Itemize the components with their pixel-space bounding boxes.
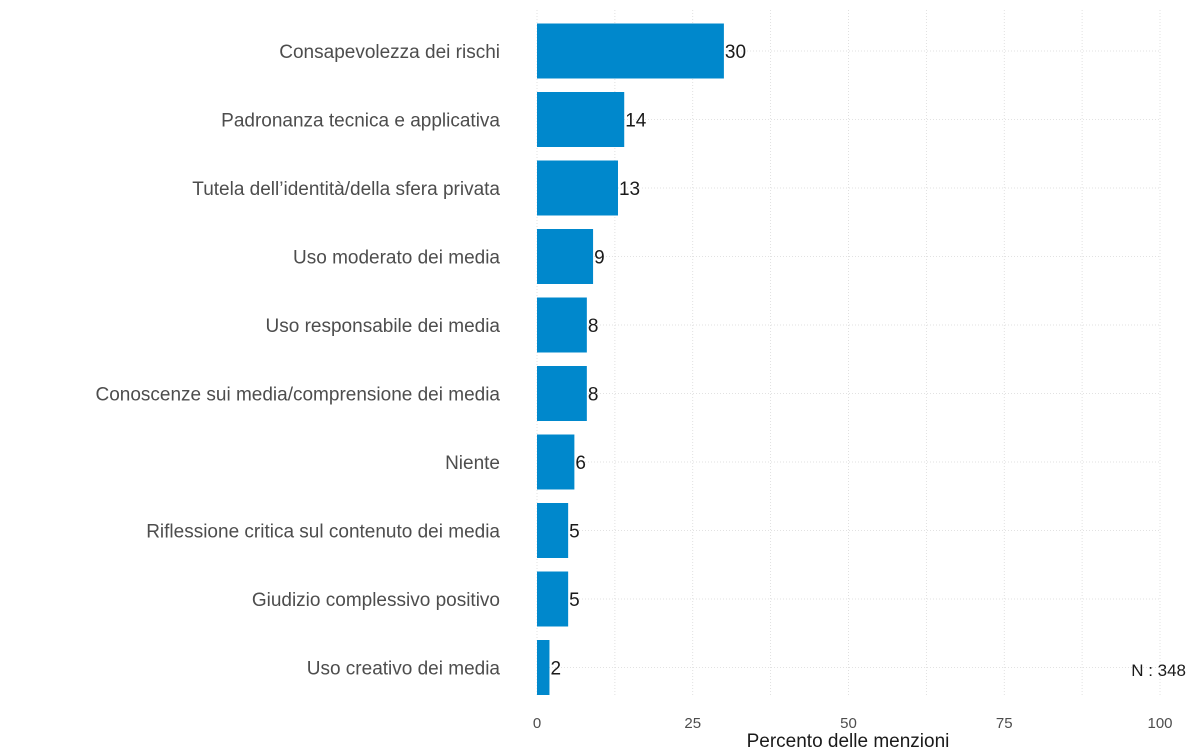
x-tick-labels: 0 25 50 75 100 <box>533 715 1173 732</box>
category-label-7: Riflessione critica sul contenuto dei me… <box>146 522 500 543</box>
bar-1 <box>537 92 625 147</box>
category-label-5: Conoscenze sui media/comprensione dei me… <box>95 385 500 406</box>
category-label-4: Uso responsabile dei media <box>266 316 501 337</box>
bars <box>537 23 724 695</box>
category-label-6: Niente <box>445 453 500 474</box>
bar-2 <box>537 160 618 216</box>
value-label-5: 8 <box>588 385 599 406</box>
category-label-3: Uso moderato dei media <box>293 248 500 269</box>
value-label-3: 9 <box>594 248 605 269</box>
category-label-9: Uso creativo dei media <box>307 659 501 680</box>
value-label-4: 8 <box>588 316 599 337</box>
value-label-6: 6 <box>575 453 586 474</box>
x-tick-label-2: 50 <box>840 715 857 732</box>
category-label-8: Giudizio complessivo positivo <box>252 590 500 611</box>
bar-8 <box>537 571 569 627</box>
bar-6 <box>537 434 575 490</box>
value-labels: 30 14 13 9 8 8 6 5 5 2 <box>550 42 746 680</box>
category-label-1: Padronanza tecnica e applicativa <box>221 111 500 132</box>
grid-lines <box>536 10 1161 695</box>
x-tick-label-3: 75 <box>996 715 1013 732</box>
x-tick-label-4: 100 <box>1147 715 1172 732</box>
bar-3 <box>537 229 594 284</box>
bar-9 <box>537 640 550 695</box>
category-labels: Consapevolezza dei rischi Padronanza tecn… <box>95 42 500 680</box>
value-label-2: 13 <box>619 179 640 200</box>
value-label-0: 30 <box>725 42 746 63</box>
bar-7 <box>537 503 569 558</box>
category-label-2: Tutela dell’identità/della sfera privata <box>192 179 500 200</box>
value-label-8: 5 <box>569 590 580 611</box>
x-tick-label-1: 25 <box>684 715 701 732</box>
value-label-9: 2 <box>550 659 561 680</box>
x-tick-label-0: 0 <box>533 715 541 732</box>
bar-4 <box>537 297 587 353</box>
bar-0 <box>537 23 724 79</box>
bar-5 <box>537 366 587 421</box>
sample-size-note: N : 348 <box>1131 661 1186 680</box>
value-label-1: 14 <box>625 111 647 132</box>
x-axis-title: Percento delle menzioni <box>747 731 950 752</box>
value-label-7: 5 <box>569 522 580 543</box>
category-label-0: Consapevolezza dei rischi <box>279 42 500 63</box>
